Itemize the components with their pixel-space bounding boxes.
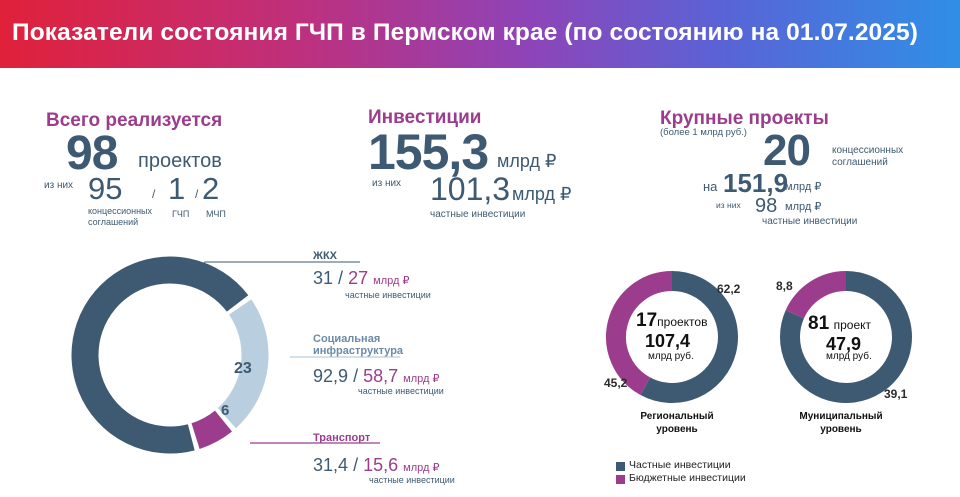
sector-social-values: 92,9 / 58,7 млрд ₽ bbox=[313, 366, 439, 387]
sector-transport-label: частные инвестиции bbox=[369, 475, 455, 485]
header-banner: Показатели состояния ГЧП в Пермском крае… bbox=[0, 0, 960, 68]
large-on-label: на bbox=[703, 179, 718, 194]
sector-value-label-transport: 6 bbox=[221, 402, 230, 419]
municipal-slice-1 bbox=[785, 271, 847, 319]
regional-count-line: 17проектов bbox=[636, 310, 707, 332]
large-private: 98 bbox=[755, 195, 778, 217]
large-private-unit: млрд ₽ bbox=[785, 201, 822, 213]
total-gchp-label: ГЧП bbox=[172, 209, 190, 219]
regional-private-label: 62,2 bbox=[717, 282, 741, 296]
sector-zhkh-separator: / bbox=[338, 268, 344, 288]
total-heading: Всего реализуется bbox=[46, 110, 223, 131]
sector-name-social: Социальная инфраструктура bbox=[313, 333, 404, 357]
sector-slice-2 bbox=[191, 410, 232, 449]
regional-slice-0 bbox=[640, 271, 738, 403]
regional-slice-1 bbox=[606, 271, 673, 396]
municipal-donut bbox=[780, 271, 912, 403]
regional-count-unit: проектов bbox=[657, 315, 708, 329]
large-subheading: (более 1 млрд руб.) bbox=[660, 127, 747, 138]
sector-zhkh-label: частные инвестиции bbox=[345, 290, 431, 300]
legend-label-budget: Бюджетные инвестиции bbox=[629, 472, 746, 484]
large-heading: Крупные проекты bbox=[660, 108, 829, 129]
legend-swatch-private bbox=[616, 462, 625, 471]
total-count-unit: проектов bbox=[138, 150, 222, 172]
regional-budget-label: 45,2 bbox=[604, 376, 628, 390]
sector-transport-private: 15,6 bbox=[363, 455, 399, 475]
page-title: Показатели состояния ГЧП в Пермском крае… bbox=[12, 19, 918, 46]
sector-zhkh-private: 27 bbox=[348, 268, 369, 288]
municipal-count-unit: проект bbox=[833, 318, 871, 332]
legend-swatch-budget bbox=[616, 475, 625, 484]
sector-name-zhkh: ЖКХ bbox=[313, 250, 337, 262]
sector-name-transport: Транспорт bbox=[313, 432, 371, 444]
municipal-count: 81 bbox=[808, 313, 830, 334]
investments-private-unit: млрд ₽ bbox=[512, 184, 572, 204]
total-mchp: 2 bbox=[202, 171, 220, 206]
investments-of-them: из них bbox=[372, 178, 402, 189]
investments-heading: Инвестиции bbox=[368, 107, 482, 128]
total-concessions-label: концессионных соглашений bbox=[88, 206, 153, 227]
sector-social-total: 92,9 bbox=[313, 366, 349, 386]
sector-donut bbox=[71, 256, 269, 454]
sector-transport-total: 31,4 bbox=[313, 455, 349, 475]
large-amount: 151,9 bbox=[723, 168, 789, 198]
regional-donut bbox=[606, 271, 738, 403]
regional-count: 17 bbox=[636, 310, 658, 331]
sector-slice-1 bbox=[217, 299, 269, 429]
sector-social-label: частные инвестиции bbox=[358, 386, 444, 396]
investments-private: 101,3 bbox=[430, 171, 511, 207]
municipal-amount-unit: млрд руб. bbox=[826, 351, 872, 362]
sector-transport-separator: / bbox=[353, 455, 359, 475]
sector-zhkh-unit: млрд ₽ bbox=[373, 275, 410, 287]
total-separator-1: / bbox=[152, 187, 156, 201]
investments-total-unit: млрд ₽ bbox=[497, 151, 557, 171]
total-separator-2: / bbox=[195, 187, 199, 201]
sector-transport-unit: млрд ₽ bbox=[403, 462, 440, 474]
sector-social-private: 58,7 bbox=[363, 366, 399, 386]
large-count: 20 bbox=[763, 126, 811, 175]
regional-amount-unit: млрд руб. bbox=[648, 351, 694, 362]
total-concessions: 95 bbox=[88, 171, 123, 206]
total-count: 98 bbox=[66, 127, 118, 180]
sector-value-label-zhkh: 69 bbox=[184, 305, 202, 322]
municipal-count-line: 81 проект bbox=[808, 313, 871, 335]
regional-title: Региональный уровень bbox=[640, 411, 714, 435]
large-count-label: концессионных соглашений bbox=[832, 145, 904, 168]
investments-private-label: частные инвестиции bbox=[430, 209, 526, 220]
total-mchp-label: МЧП bbox=[206, 209, 226, 219]
sector-slice-0 bbox=[71, 256, 249, 454]
large-private-label: частные инвестиции bbox=[762, 216, 858, 227]
municipal-slice-0 bbox=[780, 271, 912, 403]
total-of-them: из них bbox=[44, 180, 74, 191]
sector-social-unit: млрд ₽ bbox=[403, 373, 440, 385]
investments-total: 155,3 bbox=[368, 124, 489, 180]
sector-social-separator: / bbox=[353, 366, 359, 386]
municipal-budget-label: 8,8 bbox=[776, 279, 793, 293]
legend-label-private: Частные инвестиции bbox=[629, 459, 731, 471]
total-gchp: 1 bbox=[168, 171, 186, 206]
municipal-amount: 47,9 bbox=[826, 334, 862, 354]
regional-amount: 107,4 bbox=[645, 331, 691, 351]
large-of-them: из них bbox=[716, 200, 741, 210]
large-amount-unit: млрд ₽ bbox=[785, 181, 822, 193]
sector-transport-values: 31,4 / 15,6 млрд ₽ bbox=[313, 455, 439, 476]
sector-zhkh-total: 31 bbox=[313, 268, 334, 288]
municipal-title: Муниципальный уровень bbox=[799, 411, 883, 435]
sector-zhkh-values: 31 / 27 млрд ₽ bbox=[313, 268, 409, 289]
municipal-private-label: 39,1 bbox=[884, 387, 908, 401]
sector-value-label-social: 23 bbox=[234, 360, 252, 377]
